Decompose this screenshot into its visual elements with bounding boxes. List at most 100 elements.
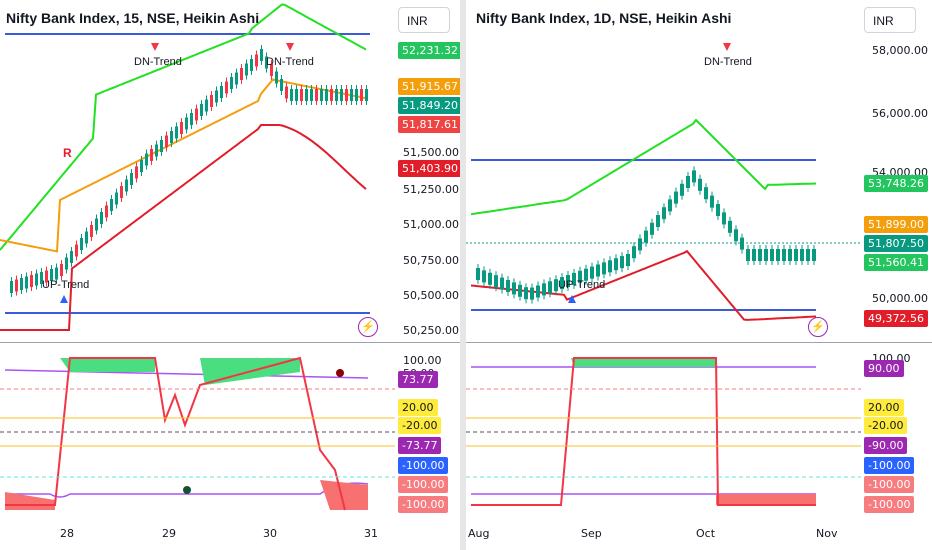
osc-badge-value: -100.00 xyxy=(864,496,915,513)
candle xyxy=(722,212,726,225)
candle xyxy=(310,89,313,101)
price-tick: 56,000.00 xyxy=(872,107,928,120)
candle xyxy=(105,205,108,218)
price-badge-midline: 51,915.67 xyxy=(398,78,462,95)
lightning-icon[interactable]: ⚡ xyxy=(808,317,828,337)
lower-band-line xyxy=(0,124,367,331)
right-chart-pane[interactable]: Nifty Bank Index, 1D, NSE, Heikin Ashi I… xyxy=(466,0,932,550)
candle xyxy=(728,220,732,233)
candle xyxy=(644,230,648,243)
candle xyxy=(680,183,684,196)
candle xyxy=(548,281,552,294)
candle xyxy=(280,79,283,91)
candle xyxy=(235,72,238,85)
candle xyxy=(542,283,546,296)
candle xyxy=(100,212,103,224)
pane-separator[interactable] xyxy=(466,342,932,343)
candle xyxy=(140,160,143,172)
candle xyxy=(800,249,804,261)
candle xyxy=(115,192,118,205)
candle xyxy=(265,56,268,69)
osc-line xyxy=(471,357,816,506)
pane-separator[interactable] xyxy=(0,342,460,343)
candle xyxy=(776,249,780,261)
candle xyxy=(698,178,702,191)
candle xyxy=(230,77,233,89)
candle xyxy=(220,86,223,98)
candle xyxy=(674,191,678,204)
price-badge-lower-band: 49,372.56 xyxy=(864,310,928,327)
up-trend-marker xyxy=(568,295,576,303)
candle xyxy=(340,89,343,101)
candle xyxy=(355,89,358,101)
left-chart-canvas[interactable] xyxy=(0,0,460,550)
osc-badge-oversold: -20.00 xyxy=(398,417,442,434)
candle xyxy=(662,207,666,220)
candle xyxy=(812,249,816,261)
price-tick: 50,250.00 xyxy=(403,324,459,337)
signal-dot xyxy=(183,486,191,494)
price-tick: 58,000.00 xyxy=(872,44,928,57)
candle xyxy=(764,249,768,261)
osc-tick: 100.00 xyxy=(403,354,442,367)
candle xyxy=(614,258,618,271)
candle xyxy=(55,267,58,280)
currency-button[interactable]: INR xyxy=(864,7,916,33)
price-badge-signal: 51,817.61 xyxy=(398,116,462,133)
candle xyxy=(788,249,792,261)
candle xyxy=(620,256,624,269)
candle xyxy=(225,81,228,94)
candle xyxy=(185,117,188,130)
time-tick: Oct xyxy=(696,527,716,540)
candle xyxy=(190,113,193,125)
candle xyxy=(686,176,690,188)
candle xyxy=(330,89,333,101)
osc-badge-overbought: 20.00 xyxy=(864,399,904,416)
osc-fill xyxy=(716,494,816,505)
price-tick: 51,250.00 xyxy=(403,183,459,196)
upper-band-line xyxy=(470,118,817,216)
candle xyxy=(692,170,696,183)
candle xyxy=(200,104,203,116)
lightning-icon[interactable]: ⚡ xyxy=(358,317,378,337)
candle xyxy=(170,131,173,143)
candle xyxy=(90,225,93,237)
candle xyxy=(494,275,498,288)
candle xyxy=(668,199,672,212)
right-chart-canvas[interactable] xyxy=(466,0,932,550)
candle xyxy=(20,278,23,290)
price-tick: 50,000.00 xyxy=(872,292,928,305)
candle xyxy=(125,179,128,192)
osc-badge-floor: -100.00 xyxy=(398,457,449,474)
lower-band-line xyxy=(470,249,817,321)
osc-badge-upper-envelope: 73.77 xyxy=(398,371,438,388)
dn-trend-label: DN-Trend xyxy=(134,56,182,68)
candle xyxy=(482,270,486,283)
candle xyxy=(512,282,516,295)
candle xyxy=(145,153,148,166)
osc-badge-floor: -100.00 xyxy=(864,457,915,474)
candle xyxy=(476,268,480,280)
dn-trend-label: DN-Trend xyxy=(266,56,314,68)
candle xyxy=(175,126,178,139)
time-tick: 28 xyxy=(60,527,74,540)
layout-divider[interactable] xyxy=(460,0,466,550)
candle xyxy=(626,254,630,266)
left-chart-pane[interactable]: Nifty Bank Index, 15, NSE, Heikin Ashi I… xyxy=(0,0,462,550)
candle xyxy=(734,229,738,242)
candle xyxy=(554,279,558,292)
candle xyxy=(524,287,528,300)
candle xyxy=(632,246,636,259)
candle xyxy=(770,249,774,261)
osc-badge-upper-envelope: 90.00 xyxy=(864,360,904,377)
currency-button[interactable]: INR xyxy=(398,7,450,33)
candle xyxy=(506,280,510,292)
candle xyxy=(180,122,183,134)
time-tick: Aug xyxy=(468,527,490,540)
candle xyxy=(70,251,73,263)
candle xyxy=(250,59,253,71)
candle xyxy=(806,249,810,261)
candle xyxy=(300,89,303,101)
time-tick: Sep xyxy=(581,527,602,540)
candle xyxy=(656,215,660,227)
